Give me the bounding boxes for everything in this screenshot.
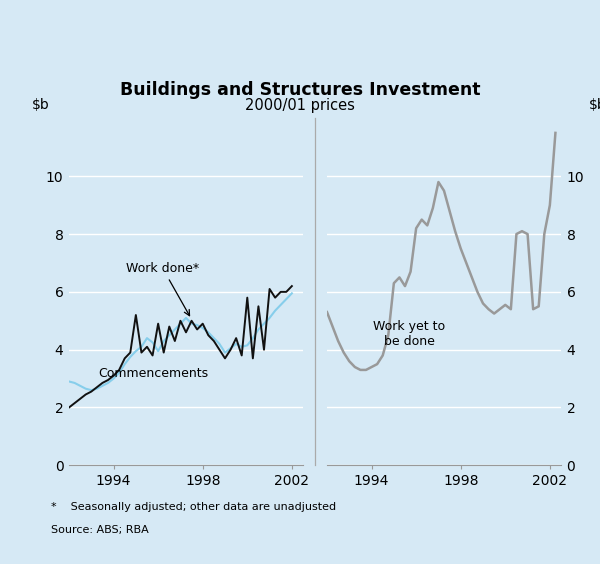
Text: Buildings and Structures Investment: Buildings and Structures Investment (120, 81, 480, 99)
Text: Source: ABS; RBA: Source: ABS; RBA (51, 525, 149, 535)
Text: Work done*: Work done* (126, 262, 199, 316)
Text: $b: $b (589, 98, 600, 112)
Text: *    Seasonally adjusted; other data are unadjusted: * Seasonally adjusted; other data are un… (51, 503, 336, 513)
Text: Commencements: Commencements (98, 367, 209, 380)
Text: Work yet to
be done: Work yet to be done (373, 320, 446, 348)
Text: 2000/01 prices: 2000/01 prices (245, 98, 355, 113)
Text: $b: $b (32, 98, 49, 112)
